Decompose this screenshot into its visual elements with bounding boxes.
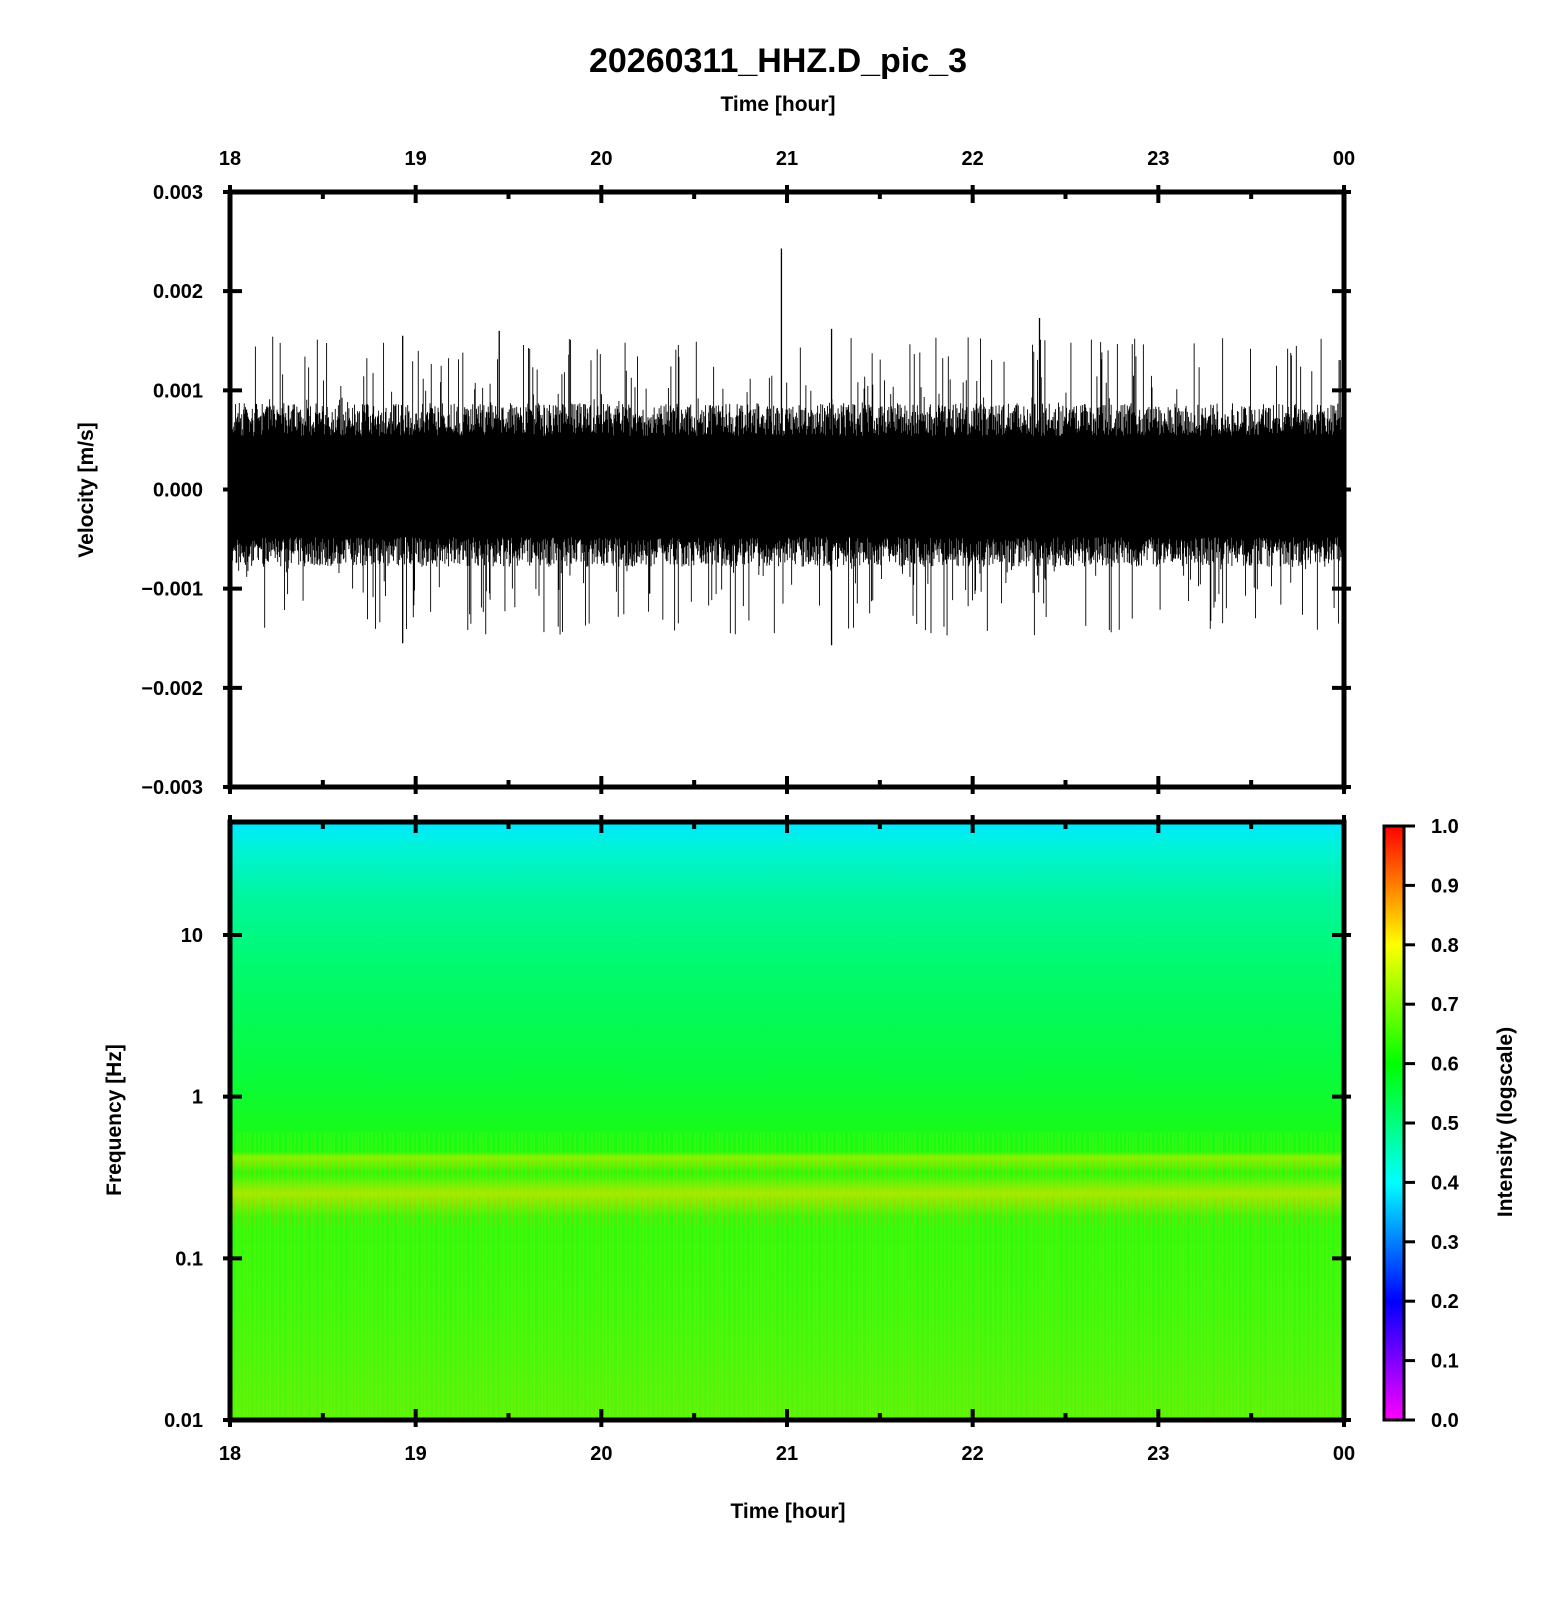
colorbar-tick-label: 0.6 bbox=[1431, 1054, 1459, 1076]
y-tick-label: 0.1 bbox=[175, 1248, 203, 1270]
colorbar-tick-label: 0.2 bbox=[1431, 1291, 1459, 1313]
x-tick-label: 18 bbox=[219, 148, 241, 170]
colorbar-ticks bbox=[1404, 824, 1415, 1422]
spectrogram-y-axis-title: Frequency [Hz] bbox=[103, 1044, 126, 1196]
x-tick-label: 19 bbox=[405, 1443, 427, 1465]
y-tick-label: −0.002 bbox=[141, 678, 203, 700]
top-x-axis-title: Time [hour] bbox=[720, 93, 835, 116]
waveform-y-ticks bbox=[223, 190, 1351, 789]
colorbar-tick-label: 0.4 bbox=[1431, 1172, 1460, 1194]
colorbar-tick-label: 0.3 bbox=[1431, 1232, 1459, 1254]
y-tick-label: 10 bbox=[181, 925, 203, 947]
y-tick-label: −0.003 bbox=[141, 777, 203, 799]
colorbar-tick-label: 0.0 bbox=[1431, 1410, 1459, 1432]
colorbar-tick-label: 0.7 bbox=[1431, 994, 1459, 1016]
waveform-trace bbox=[229, 248, 1345, 646]
waveform-noise-trace bbox=[229, 336, 1345, 636]
x-tick-label: 23 bbox=[1147, 1443, 1169, 1465]
spectrogram-y-tick-labels: 10 1 0.1 0.01 bbox=[164, 925, 203, 1432]
x-tick-label: 00 bbox=[1333, 148, 1355, 170]
y-tick-label: 0.000 bbox=[153, 480, 203, 502]
bottom-x-axis-title: Time [hour] bbox=[730, 1500, 845, 1523]
waveform-panel: 18 19 20 21 22 23 00 0.003 0.002 0.001 0.000 −0.00… bbox=[75, 148, 1355, 799]
colorbar-tick-label: 0.5 bbox=[1431, 1113, 1459, 1135]
x-tick-label: 22 bbox=[962, 148, 984, 170]
x-tick-label: 23 bbox=[1147, 148, 1169, 170]
x-tick-label: 22 bbox=[962, 1443, 984, 1465]
colorbar-title: Intensity (logscale) bbox=[1494, 1027, 1517, 1217]
spectrogram-band-texture bbox=[233, 1161, 1343, 1226]
spectrogram-bottom-ticks bbox=[228, 1409, 1346, 1427]
figure-title: 20260311_HHZ.D_pic_3 bbox=[589, 42, 967, 80]
y-tick-label: 0.01 bbox=[164, 1410, 203, 1432]
colorbar-tick-label: 1.0 bbox=[1431, 816, 1459, 838]
spectrogram-y-ticks bbox=[223, 933, 1351, 1422]
y-tick-label: −0.001 bbox=[141, 579, 203, 601]
spectrogram-top-ticks bbox=[228, 815, 1346, 833]
x-tick-label: 21 bbox=[776, 1443, 798, 1465]
colorbar-tick-label: 0.8 bbox=[1431, 935, 1459, 957]
colorbar-tick-labels: 1.0 0.9 0.8 0.7 0.6 0.5 0.4 0.3 0.2 0.1 0.0 bbox=[1431, 816, 1460, 1432]
colorbar-gradient bbox=[1382, 824, 1406, 1422]
y-tick-label: 0.003 bbox=[153, 182, 203, 204]
spectrogram-heatmap bbox=[231, 823, 1343, 1420]
colorbar: 1.0 0.9 0.8 0.7 0.6 0.5 0.4 0.3 0.2 0.1 0.0 Intens… bbox=[1382, 816, 1517, 1432]
y-tick-label: 0.002 bbox=[153, 281, 203, 303]
x-tick-label: 18 bbox=[219, 1443, 241, 1465]
waveform-y-axis-title: Velocity [m/s] bbox=[75, 422, 98, 557]
waveform-y-tick-labels: 0.003 0.002 0.001 0.000 −0.001 −0.002 −0.003 bbox=[141, 182, 203, 799]
x-tick-label: 00 bbox=[1333, 1443, 1355, 1465]
y-tick-label: 1 bbox=[192, 1087, 203, 1109]
spectrogram-bottom-tick-labels: 18 19 20 21 22 23 00 bbox=[219, 1443, 1355, 1465]
colorbar-tick-label: 0.9 bbox=[1431, 875, 1459, 897]
x-tick-label: 21 bbox=[776, 148, 798, 170]
waveform-top-tick-labels: 18 19 20 21 22 23 00 bbox=[219, 148, 1355, 170]
y-tick-label: 0.001 bbox=[153, 380, 203, 402]
colorbar-tick-label: 0.1 bbox=[1431, 1351, 1459, 1373]
spectrogram-stripes bbox=[231, 1132, 1343, 1419]
spectrogram-panel: 18 19 20 21 22 23 00 10 1 0.1 0.01 Frequency [Hz]… bbox=[103, 815, 1355, 1523]
x-tick-label: 20 bbox=[590, 148, 612, 170]
waveform-top-ticks bbox=[228, 185, 1346, 203]
x-tick-label: 20 bbox=[590, 1443, 612, 1465]
x-tick-label: 19 bbox=[405, 148, 427, 170]
